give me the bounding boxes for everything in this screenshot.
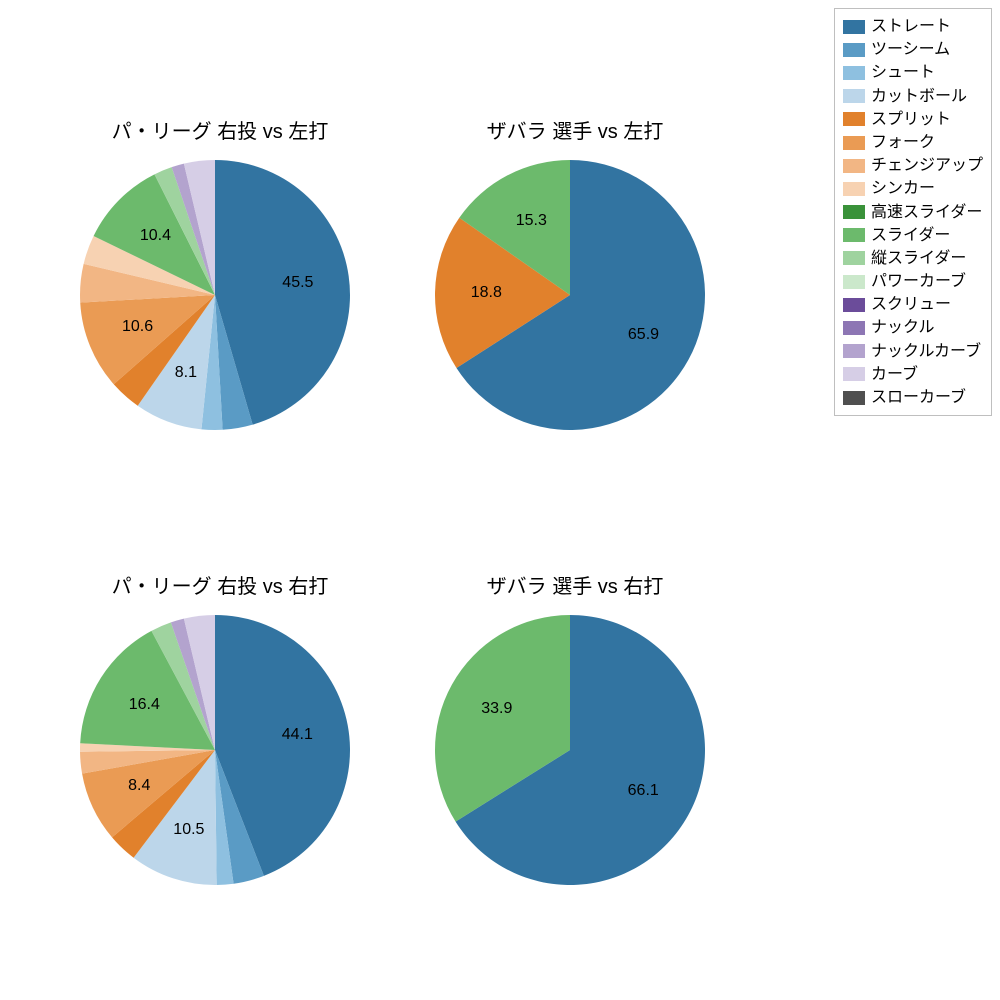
legend-label: スプリット xyxy=(871,108,951,131)
legend-row: チェンジアップ xyxy=(843,154,983,177)
legend-label: カーブ xyxy=(871,363,918,386)
legend: ストレートツーシームシュートカットボールスプリットフォークチェンジアップシンカー… xyxy=(834,8,992,416)
legend-label: ストレート xyxy=(871,15,951,38)
slice-label: 44.1 xyxy=(282,726,313,744)
legend-label: スライダー xyxy=(871,224,950,247)
legend-swatch xyxy=(843,275,865,289)
legend-label: 縦スライダー xyxy=(871,247,966,270)
pie-top-left: 45.5 8.1 10.6 10.4 xyxy=(78,158,352,432)
legend-row: ナックル xyxy=(843,316,983,339)
slice-label: 33.9 xyxy=(481,700,512,718)
slice-label: 45.5 xyxy=(282,274,313,292)
legend-swatch xyxy=(843,251,865,265)
legend-swatch xyxy=(843,20,865,34)
legend-row: ストレート xyxy=(843,15,983,38)
legend-row: パワーカーブ xyxy=(843,270,983,293)
legend-row: シュート xyxy=(843,61,983,84)
legend-swatch xyxy=(843,228,865,242)
legend-row: スクリュー xyxy=(843,293,983,316)
chart-title-bottom-left: パ・リーグ 右投 vs 右打 xyxy=(60,570,380,599)
chart-title-top-left: パ・リーグ 右投 vs 左打 xyxy=(60,115,380,144)
slice-label: 66.1 xyxy=(628,782,659,800)
legend-label: スクリュー xyxy=(871,293,951,316)
legend-swatch xyxy=(843,112,865,126)
legend-label: 高速スライダー xyxy=(871,201,982,224)
pie-top-right: 65.9 18.8 15.3 xyxy=(433,158,707,432)
pie-bottom-right: 66.1 33.9 xyxy=(433,613,707,887)
legend-row: スローカーブ xyxy=(843,386,983,409)
legend-row: カットボール xyxy=(843,85,983,108)
pie-bottom-left: 44.1 10.5 8.4 16.4 xyxy=(78,613,352,887)
legend-label: パワーカーブ xyxy=(871,270,966,293)
legend-label: チェンジアップ xyxy=(871,154,983,177)
legend-row: 高速スライダー xyxy=(843,201,983,224)
slice-label: 8.4 xyxy=(128,777,150,795)
legend-row: スライダー xyxy=(843,224,983,247)
chart-title-top-right: ザバラ 選手 vs 左打 xyxy=(415,115,735,144)
chart-title-bottom-right: ザバラ 選手 vs 右打 xyxy=(415,570,735,599)
legend-label: スローカーブ xyxy=(871,386,966,409)
slice-label: 15.3 xyxy=(516,212,547,230)
legend-label: ツーシーム xyxy=(871,38,950,61)
legend-row: ナックルカーブ xyxy=(843,340,983,363)
legend-row: 縦スライダー xyxy=(843,247,983,270)
legend-row: スプリット xyxy=(843,108,983,131)
legend-swatch xyxy=(843,159,865,173)
slice-label: 8.1 xyxy=(175,364,197,382)
legend-swatch xyxy=(843,344,865,358)
legend-label: シュート xyxy=(871,61,935,84)
legend-label: シンカー xyxy=(871,177,935,200)
legend-label: カットボール xyxy=(871,85,967,108)
legend-swatch xyxy=(843,391,865,405)
legend-swatch xyxy=(843,43,865,57)
legend-label: フォーク xyxy=(871,131,935,154)
legend-swatch xyxy=(843,66,865,80)
legend-row: カーブ xyxy=(843,363,983,386)
slice-label: 18.8 xyxy=(471,284,502,302)
slice-label: 16.4 xyxy=(129,696,160,714)
legend-row: フォーク xyxy=(843,131,983,154)
legend-swatch xyxy=(843,367,865,381)
legend-swatch xyxy=(843,298,865,312)
legend-label: ナックルカーブ xyxy=(871,340,981,363)
slice-label: 10.4 xyxy=(140,227,171,245)
legend-swatch xyxy=(843,321,865,335)
legend-swatch xyxy=(843,89,865,103)
legend-label: ナックル xyxy=(871,316,935,339)
legend-row: シンカー xyxy=(843,177,983,200)
legend-row: ツーシーム xyxy=(843,38,983,61)
legend-swatch xyxy=(843,182,865,196)
slice-label: 10.5 xyxy=(173,821,204,839)
slice-label: 65.9 xyxy=(628,326,659,344)
slice-label: 10.6 xyxy=(122,318,153,336)
legend-swatch xyxy=(843,136,865,150)
legend-swatch xyxy=(843,205,865,219)
